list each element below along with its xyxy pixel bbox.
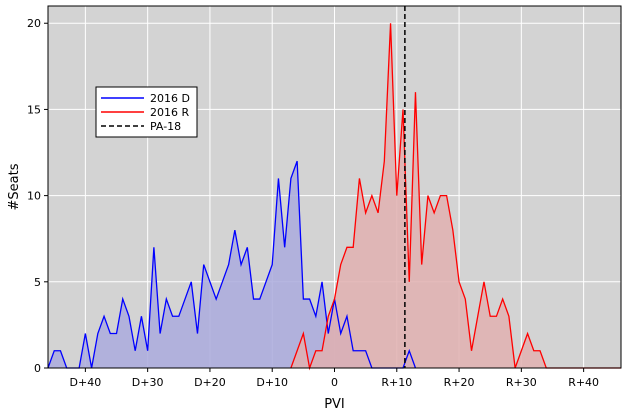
area-2016-r xyxy=(290,23,621,368)
x-tick-label: R+20 xyxy=(444,376,475,389)
legend-label-2016-d: 2016 D xyxy=(150,92,190,105)
y-axis-label: #Seats xyxy=(7,163,22,210)
x-tick-label: R+30 xyxy=(506,376,537,389)
x-axis-label: PVI xyxy=(324,397,345,412)
legend-label-pa-18: PA-18 xyxy=(150,120,181,133)
y-tick-label: 20 xyxy=(27,17,41,30)
x-tick-label: D+20 xyxy=(194,376,226,389)
ticks: D+40 D+30 D+20 D+10 0 R+10 R+20 R+30 R+40 0 5 10 15 2… xyxy=(27,17,599,389)
x-tick-label: D+30 xyxy=(132,376,164,389)
y-tick-label: 10 xyxy=(27,190,41,203)
x-tick-label: R+40 xyxy=(568,376,599,389)
x-tick-label: D+40 xyxy=(70,376,102,389)
y-tick-label: 0 xyxy=(34,362,41,375)
series-layer xyxy=(47,23,621,371)
area-2016-d xyxy=(48,161,416,368)
y-tick-label: 15 xyxy=(27,103,41,116)
line-2016-r xyxy=(290,23,621,371)
line-2016-d xyxy=(47,160,417,369)
legend: 2016 D 2016 R PA-18 xyxy=(95,86,198,138)
legend-label-2016-r: 2016 R xyxy=(150,106,189,119)
y-tick-label: 5 xyxy=(34,276,41,289)
x-tick-label: D+10 xyxy=(256,376,288,389)
x-tick-label: 0 xyxy=(331,376,338,389)
x-tick-label: R+10 xyxy=(381,376,412,389)
